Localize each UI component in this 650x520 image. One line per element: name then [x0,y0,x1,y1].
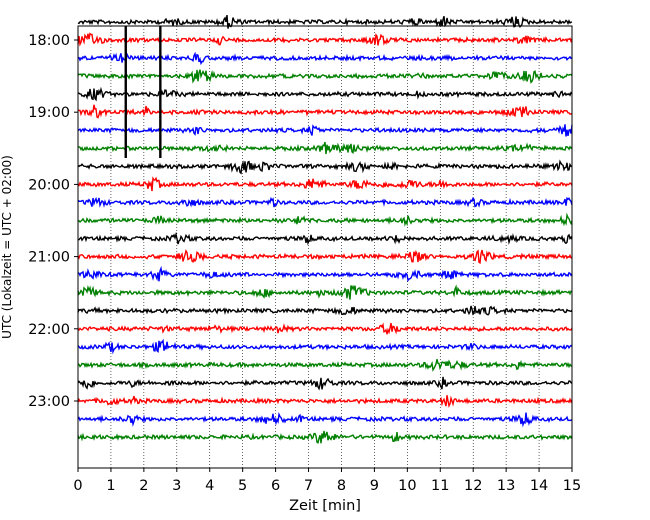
trace-line [77,284,573,300]
x-tick-label: 15 [563,478,581,494]
x-tick-label: 10 [398,478,416,494]
x-tick-label: 4 [205,478,214,494]
trace-line [77,159,573,175]
y-tick-label: 20:00 [28,177,70,193]
trace-line [77,430,573,444]
x-tick-label: 14 [530,478,548,494]
y-tick-label: 23:00 [28,394,70,410]
trace-line [77,176,573,192]
plot-frame [77,25,573,469]
x-tick-label: 9 [370,478,379,494]
x-tick-label: 12 [464,478,482,494]
y-axis-label: UTC (Lokalzeit = UTC + 02:00) [0,155,14,339]
x-tick-label: 1 [106,478,115,494]
y-tick-label: 21:00 [28,250,70,266]
y-tick-label: 19:00 [28,105,70,121]
trace-line [77,395,573,408]
x-tick-label: 7 [304,478,313,494]
x-tick-label: 13 [497,478,515,494]
x-tick-label: 2 [139,478,148,494]
x-tick-label: 8 [337,478,346,494]
y-axis: 18:00 19:00 20:00 21:00 22:00 23:00 [28,33,78,410]
trace-line [77,322,573,335]
trace-line [77,411,573,428]
x-tick-label: 11 [431,478,449,494]
trace-line [77,376,573,391]
trace-line [77,359,573,372]
trace-line [77,265,573,283]
trace-line [77,196,573,208]
trace-line [77,338,573,355]
y-tick-label: 18:00 [28,33,70,49]
x-axis-label: Zeit [min] [289,498,361,514]
events [124,26,162,158]
x-tick-label: 5 [238,478,247,494]
trace-line [77,305,573,316]
trace-line [77,212,573,227]
y-tick-label: 22:00 [28,322,70,338]
trace-line [77,14,573,29]
trace-line [77,231,573,246]
trace-line [77,249,573,265]
x-tick-label: 6 [271,478,280,494]
x-axis: 0 1 2 3 4 5 6 7 8 9 10 11 12 13 14 15 [73,468,581,494]
x-tick-label: 3 [172,478,181,494]
x-tick-label: 0 [73,478,82,494]
